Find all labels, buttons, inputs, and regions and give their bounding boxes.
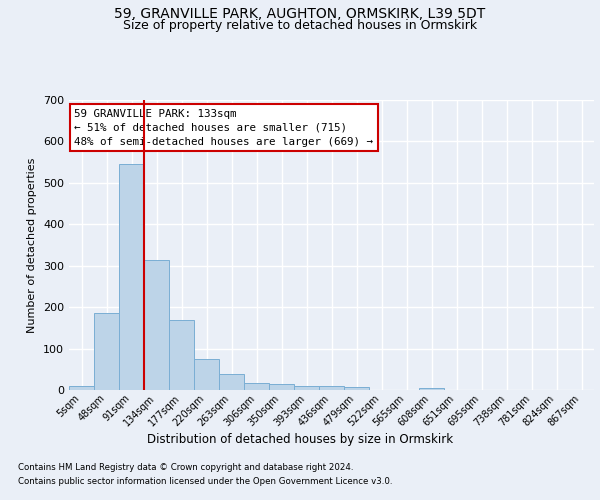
Bar [294, 386, 319, 390]
Bar [269, 384, 294, 390]
Bar [69, 386, 94, 390]
Bar [94, 314, 119, 390]
Bar [419, 388, 444, 390]
Bar [244, 382, 269, 390]
Text: Size of property relative to detached houses in Ormskirk: Size of property relative to detached ho… [123, 18, 477, 32]
Bar [219, 374, 244, 390]
Y-axis label: Number of detached properties: Number of detached properties [28, 158, 37, 332]
Bar [169, 320, 194, 390]
Bar [194, 358, 219, 390]
Text: Distribution of detached houses by size in Ormskirk: Distribution of detached houses by size … [147, 432, 453, 446]
Text: 59, GRANVILLE PARK, AUGHTON, ORMSKIRK, L39 5DT: 59, GRANVILLE PARK, AUGHTON, ORMSKIRK, L… [115, 8, 485, 22]
Text: Contains HM Land Registry data © Crown copyright and database right 2024.: Contains HM Land Registry data © Crown c… [18, 464, 353, 472]
Bar [344, 386, 369, 390]
Bar [144, 260, 169, 390]
Text: Contains public sector information licensed under the Open Government Licence v3: Contains public sector information licen… [18, 477, 392, 486]
Text: 59 GRANVILLE PARK: 133sqm
← 51% of detached houses are smaller (715)
48% of semi: 59 GRANVILLE PARK: 133sqm ← 51% of detac… [74, 108, 373, 146]
Bar [319, 386, 344, 390]
Bar [119, 164, 144, 390]
